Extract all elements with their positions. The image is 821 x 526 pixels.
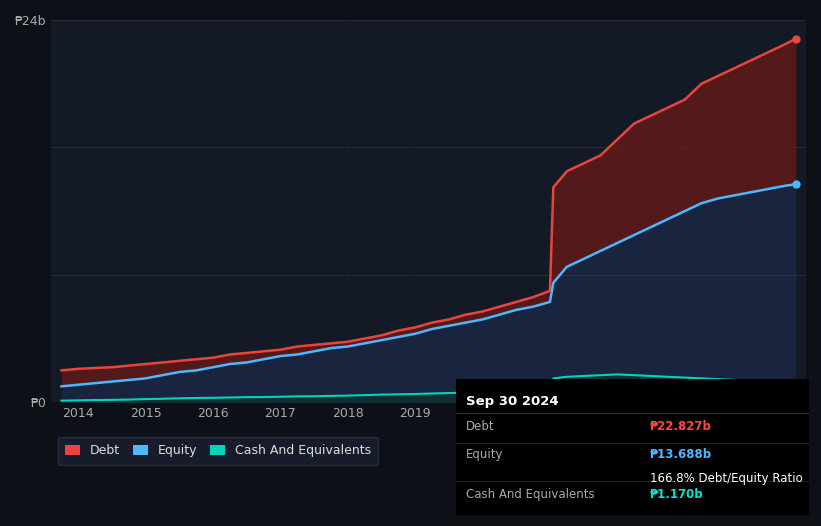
Text: Sep 30 2024: Sep 30 2024 <box>466 395 559 408</box>
Text: Equity: Equity <box>466 449 504 461</box>
Text: Cash And Equivalents: Cash And Equivalents <box>466 488 595 501</box>
Text: ₱22.827b: ₱22.827b <box>650 420 712 433</box>
Text: ₱13.688b: ₱13.688b <box>650 449 712 461</box>
Text: ₱1.170b: ₱1.170b <box>650 488 704 501</box>
Text: 166.8% Debt/Equity Ratio: 166.8% Debt/Equity Ratio <box>650 472 803 485</box>
Legend: Debt, Equity, Cash And Equivalents: Debt, Equity, Cash And Equivalents <box>57 437 378 465</box>
Text: Debt: Debt <box>466 420 495 433</box>
